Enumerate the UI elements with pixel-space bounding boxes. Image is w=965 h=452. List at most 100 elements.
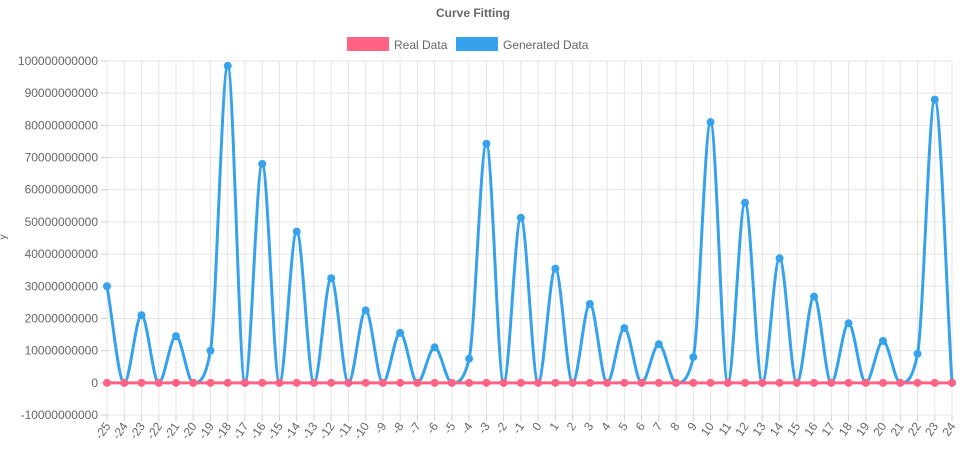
x-tick-label: 10 bbox=[698, 419, 717, 438]
data-point-real-data[interactable] bbox=[551, 378, 560, 387]
data-point-real-data[interactable] bbox=[930, 378, 939, 387]
data-point-real-data[interactable] bbox=[758, 378, 767, 387]
data-point-real-data[interactable] bbox=[396, 378, 405, 387]
data-point-generated-data[interactable] bbox=[171, 332, 180, 341]
data-point-real-data[interactable] bbox=[948, 378, 956, 387]
data-point-real-data[interactable] bbox=[430, 378, 439, 387]
data-point-generated-data[interactable] bbox=[137, 311, 146, 320]
data-point-generated-data[interactable] bbox=[103, 282, 111, 291]
data-point-real-data[interactable] bbox=[413, 378, 422, 387]
y-tick-label: 50000000000 bbox=[25, 215, 99, 229]
series-layer bbox=[103, 61, 956, 387]
data-point-real-data[interactable] bbox=[654, 378, 663, 387]
data-point-real-data[interactable] bbox=[344, 378, 353, 387]
data-point-real-data[interactable] bbox=[327, 378, 336, 387]
data-point-real-data[interactable] bbox=[240, 378, 249, 387]
x-tick-label: 4 bbox=[598, 419, 613, 433]
data-point-generated-data[interactable] bbox=[223, 61, 232, 70]
data-point-real-data[interactable] bbox=[534, 378, 543, 387]
data-point-real-data[interactable] bbox=[879, 378, 888, 387]
data-point-real-data[interactable] bbox=[120, 378, 129, 387]
y-tick-label: 20000000000 bbox=[25, 311, 99, 325]
data-point-generated-data[interactable] bbox=[810, 292, 819, 301]
x-tick-label: 16 bbox=[801, 419, 820, 438]
data-point-real-data[interactable] bbox=[189, 378, 198, 387]
data-point-generated-data[interactable] bbox=[465, 354, 474, 363]
data-point-real-data[interactable] bbox=[775, 378, 784, 387]
x-tick-label: -11 bbox=[334, 419, 355, 441]
data-point-generated-data[interactable] bbox=[913, 349, 922, 358]
legend-swatch-generated-data bbox=[456, 37, 498, 51]
y-tick-label: 90000000000 bbox=[25, 86, 99, 100]
data-point-real-data[interactable] bbox=[723, 378, 732, 387]
data-point-real-data[interactable] bbox=[275, 378, 284, 387]
data-point-real-data[interactable] bbox=[603, 378, 612, 387]
data-point-real-data[interactable] bbox=[361, 378, 370, 387]
data-point-generated-data[interactable] bbox=[516, 213, 525, 222]
legend[interactable]: Real Data Generated Data bbox=[347, 37, 589, 52]
data-point-generated-data[interactable] bbox=[292, 227, 301, 236]
legend-item-real-data[interactable]: Real Data bbox=[347, 37, 448, 52]
data-point-real-data[interactable] bbox=[309, 378, 318, 387]
data-point-generated-data[interactable] bbox=[396, 328, 405, 337]
legend-item-generated-data[interactable]: Generated Data bbox=[456, 37, 589, 52]
data-point-real-data[interactable] bbox=[706, 378, 715, 387]
data-point-real-data[interactable] bbox=[827, 378, 836, 387]
data-point-real-data[interactable] bbox=[810, 378, 819, 387]
data-point-real-data[interactable] bbox=[378, 378, 387, 387]
data-point-generated-data[interactable] bbox=[585, 299, 594, 308]
data-point-generated-data[interactable] bbox=[551, 264, 560, 273]
data-point-real-data[interactable] bbox=[689, 378, 698, 387]
x-tick-label: -9 bbox=[372, 419, 390, 436]
data-point-generated-data[interactable] bbox=[206, 346, 215, 355]
data-point-generated-data[interactable] bbox=[879, 336, 888, 345]
data-point-real-data[interactable] bbox=[861, 378, 870, 387]
data-point-generated-data[interactable] bbox=[620, 324, 629, 333]
data-point-real-data[interactable] bbox=[465, 378, 474, 387]
data-point-real-data[interactable] bbox=[154, 378, 163, 387]
x-tick-label: 7 bbox=[650, 419, 665, 433]
data-point-generated-data[interactable] bbox=[741, 198, 750, 207]
data-point-real-data[interactable] bbox=[137, 378, 146, 387]
data-point-real-data[interactable] bbox=[913, 378, 922, 387]
data-point-real-data[interactable] bbox=[844, 378, 853, 387]
x-tick-label: 18 bbox=[836, 419, 855, 438]
data-point-generated-data[interactable] bbox=[689, 353, 698, 362]
data-point-generated-data[interactable] bbox=[327, 274, 336, 283]
x-tick-label: 17 bbox=[819, 419, 838, 438]
data-point-real-data[interactable] bbox=[223, 378, 232, 387]
y-tick-label: 70000000000 bbox=[25, 151, 99, 165]
x-tick-label: 23 bbox=[922, 419, 941, 438]
data-point-generated-data[interactable] bbox=[706, 118, 715, 127]
data-point-real-data[interactable] bbox=[792, 378, 801, 387]
data-point-real-data[interactable] bbox=[585, 378, 594, 387]
data-point-real-data[interactable] bbox=[447, 378, 456, 387]
data-point-generated-data[interactable] bbox=[258, 159, 267, 168]
data-point-real-data[interactable] bbox=[171, 378, 180, 387]
data-point-generated-data[interactable] bbox=[430, 343, 439, 352]
data-point-real-data[interactable] bbox=[516, 378, 525, 387]
x-tick-label: 19 bbox=[853, 419, 872, 438]
data-point-real-data[interactable] bbox=[292, 378, 301, 387]
data-point-real-data[interactable] bbox=[258, 378, 267, 387]
x-tick-label: 0 bbox=[529, 419, 544, 433]
data-point-generated-data[interactable] bbox=[775, 254, 784, 263]
x-tick-label: 22 bbox=[905, 419, 924, 438]
data-point-real-data[interactable] bbox=[896, 378, 905, 387]
data-point-real-data[interactable] bbox=[672, 378, 681, 387]
data-point-real-data[interactable] bbox=[499, 378, 508, 387]
data-point-real-data[interactable] bbox=[103, 378, 111, 387]
data-point-generated-data[interactable] bbox=[930, 95, 939, 104]
data-point-real-data[interactable] bbox=[637, 378, 646, 387]
x-tick-label: -2 bbox=[493, 419, 511, 436]
data-point-real-data[interactable] bbox=[741, 378, 750, 387]
data-point-real-data[interactable] bbox=[568, 378, 577, 387]
data-point-real-data[interactable] bbox=[482, 378, 491, 387]
data-point-generated-data[interactable] bbox=[361, 306, 370, 315]
data-point-real-data[interactable] bbox=[206, 378, 215, 387]
data-point-generated-data[interactable] bbox=[482, 139, 491, 148]
data-point-generated-data[interactable] bbox=[844, 319, 853, 328]
data-point-generated-data[interactable] bbox=[654, 340, 663, 349]
data-point-real-data[interactable] bbox=[620, 378, 629, 387]
y-tick-label: 60000000000 bbox=[25, 183, 99, 197]
